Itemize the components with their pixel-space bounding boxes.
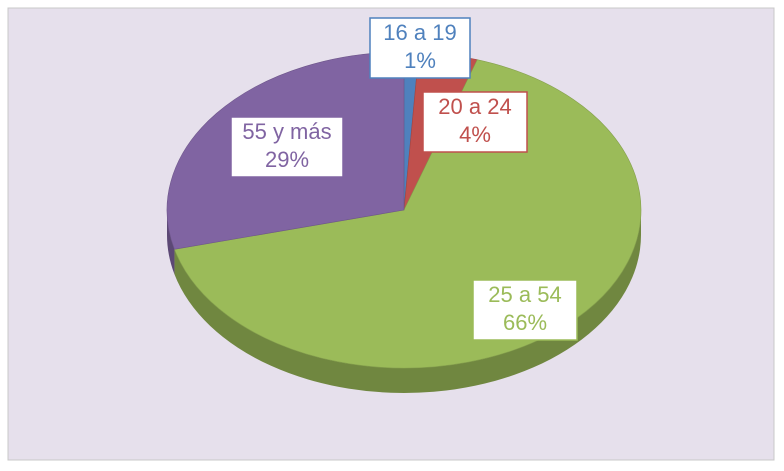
- data-label-box: [230, 116, 344, 178]
- data-label: 16 a 19 1%: [369, 17, 471, 79]
- data-label-category: 55 y más: [242, 119, 331, 144]
- slice-side: [167, 210, 175, 275]
- data-label-box: [369, 17, 471, 79]
- data-label-value: 4%: [459, 122, 491, 147]
- data-label-category: 16 a 19: [383, 20, 456, 45]
- data-label-value: 29%: [265, 147, 309, 172]
- data-label-box: [422, 91, 528, 153]
- data-label-box: [472, 279, 578, 341]
- slice-side: [174, 210, 641, 393]
- data-label: 25 a 54 66%: [472, 279, 578, 341]
- data-label: 55 y más 29%: [230, 116, 344, 178]
- data-label: 20 a 24 4%: [422, 91, 528, 153]
- data-label-category: 20 a 24: [438, 94, 511, 119]
- data-label-value: 66%: [503, 310, 547, 335]
- data-label-category: 25 a 54: [488, 282, 561, 307]
- data-label-value: 1%: [404, 48, 436, 73]
